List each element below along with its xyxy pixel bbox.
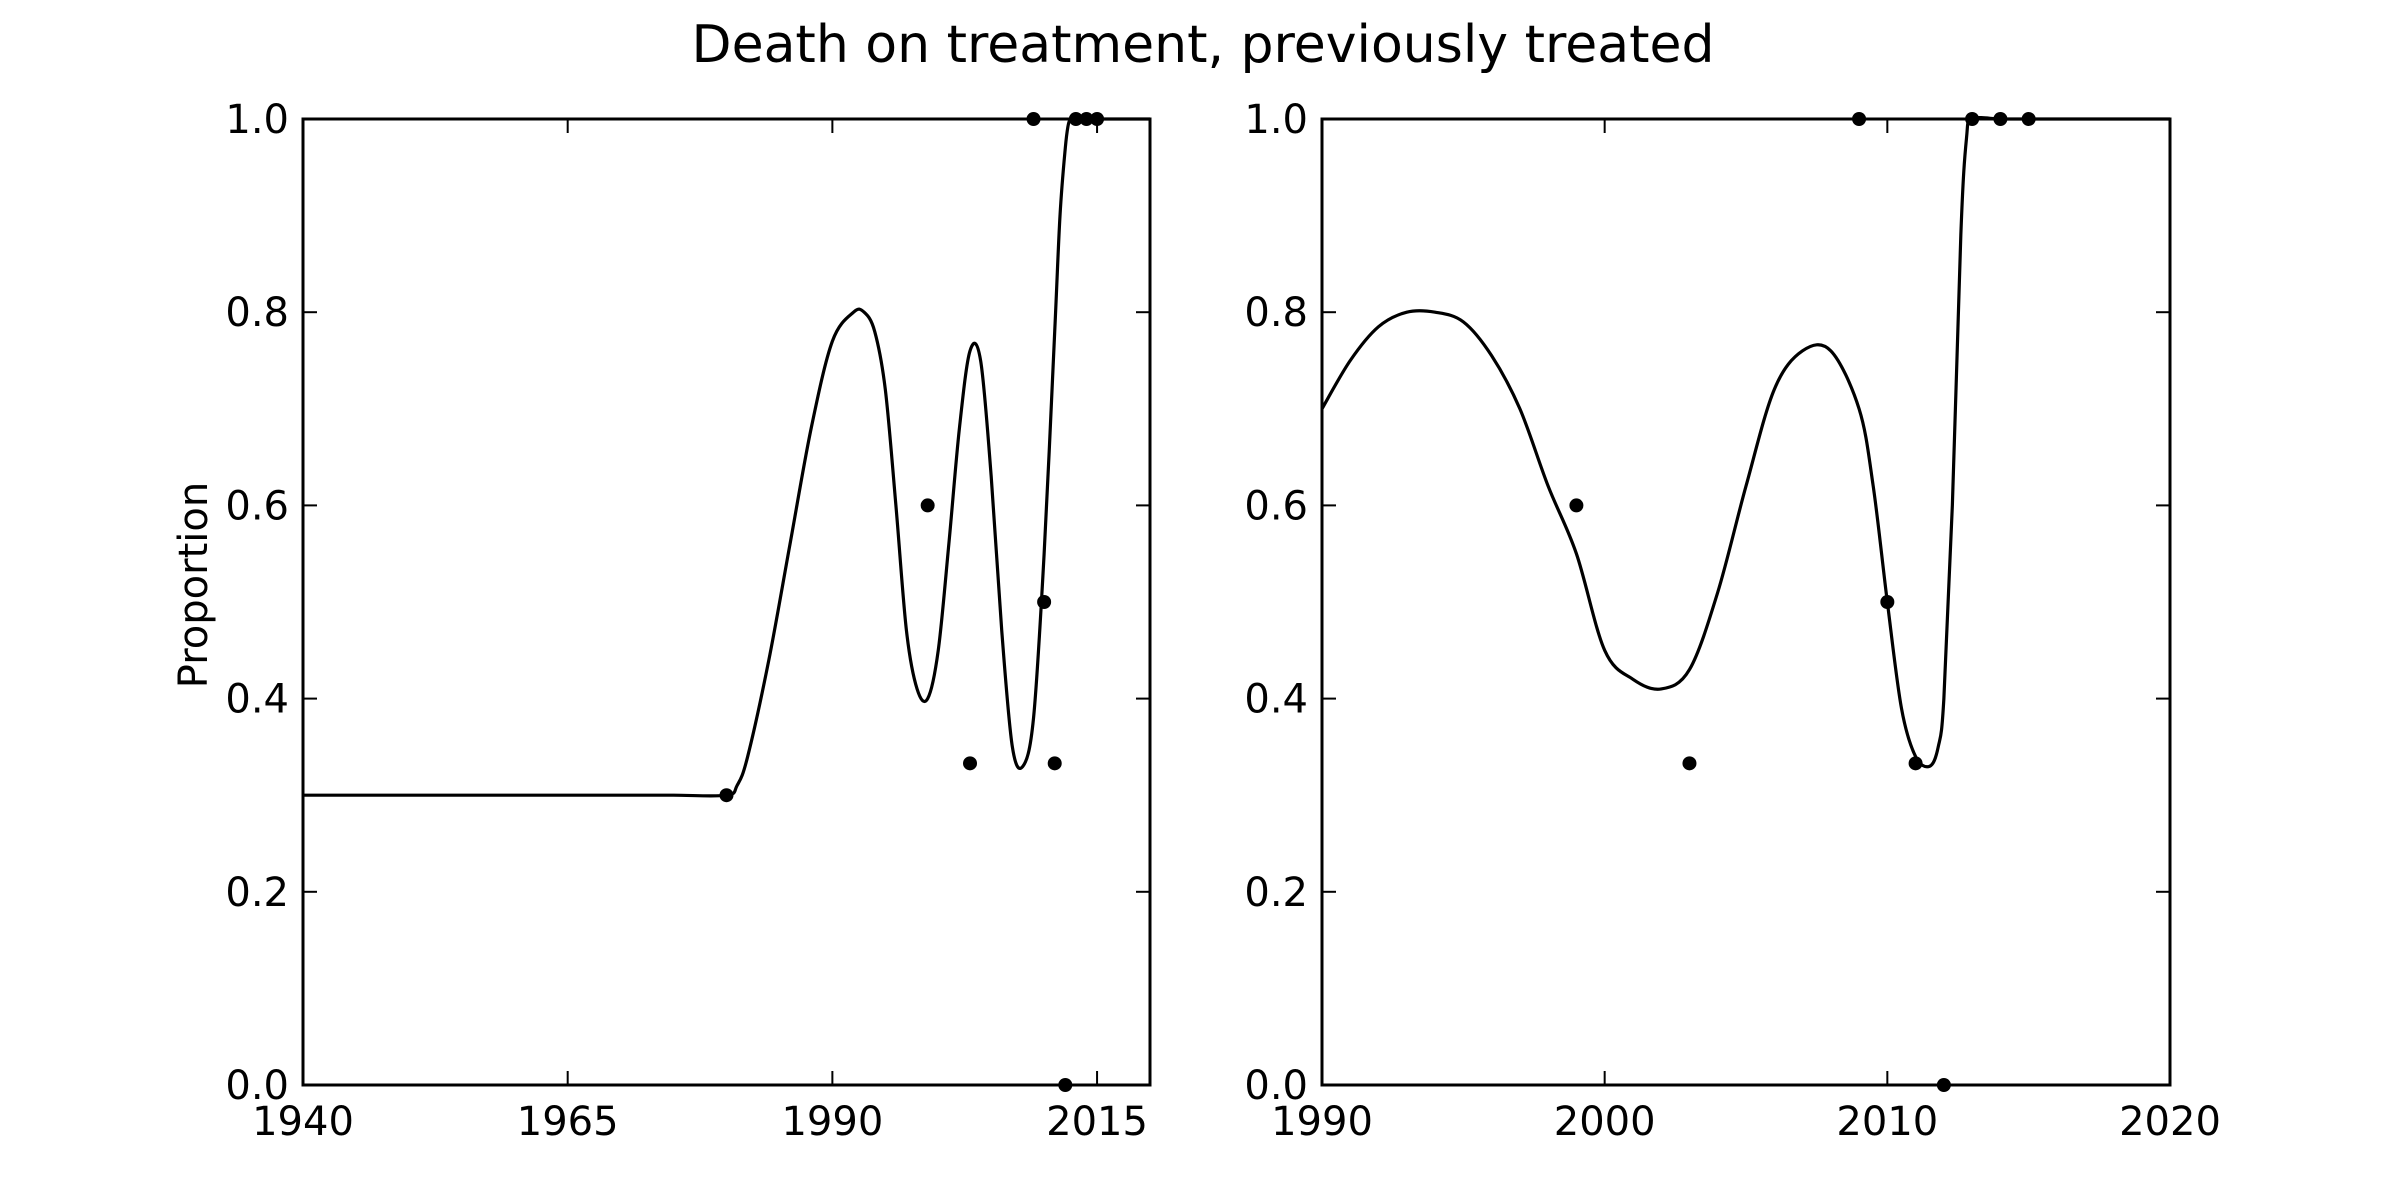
x-tick-label: 2020 — [2119, 1099, 2221, 1145]
data-point — [1993, 112, 2008, 126]
data-point — [1047, 756, 1062, 771]
fitted-curve — [303, 117, 1150, 798]
x-tick-label: 1965 — [517, 1099, 619, 1145]
data-point — [963, 756, 978, 771]
data-point — [1852, 112, 1867, 126]
plot-frame — [1320, 117, 2172, 1087]
y-tick-label: 0.6 — [1244, 483, 1308, 529]
y-tick-label: 0.2 — [1244, 870, 1308, 916]
plot-frame — [301, 117, 1152, 1087]
data-point — [1965, 112, 1980, 126]
y-tick-label: 0.0 — [225, 1063, 289, 1109]
x-tick-label: 2010 — [1836, 1099, 1938, 1145]
figure-title: Death on treatment, previously treated — [692, 15, 1715, 75]
y-tick-label: 0.4 — [1244, 677, 1308, 723]
data-point — [1026, 112, 1041, 126]
data-point — [1037, 595, 1052, 609]
y-tick-label: 0.6 — [225, 483, 289, 529]
data-point — [920, 498, 935, 513]
y-tick-label: 0.0 — [1244, 1063, 1308, 1109]
data-point — [1682, 756, 1697, 771]
data-point — [1079, 112, 1094, 126]
fitted-curve — [1322, 116, 2170, 769]
y-tick-label: 1.0 — [225, 97, 289, 143]
y-tick-label: 0.8 — [225, 290, 289, 336]
x-tick-label: 2000 — [1554, 1099, 1656, 1145]
left-panel: Proportion 1940 1965 1990 2015 0.0 0.2 0.4 0.6 0… — [171, 97, 1152, 1145]
data-point — [1068, 112, 1083, 126]
data-point — [719, 788, 734, 803]
x-tick-label: 1940 — [252, 1099, 354, 1145]
data-point — [2021, 112, 2036, 126]
data-point — [1908, 756, 1923, 771]
y-tick-label: 0.2 — [225, 870, 289, 916]
y-tick-label: 0.4 — [225, 677, 289, 723]
x-tick-label: 1990 — [1271, 1099, 1373, 1145]
y-tick-label: 1.0 — [1244, 97, 1308, 143]
data-point — [1936, 1078, 1951, 1092]
data-point — [1880, 595, 1895, 609]
data-point — [1090, 112, 1105, 126]
x-tick-label: 1990 — [781, 1099, 883, 1145]
data-point — [1569, 498, 1584, 513]
right-panel: 1990 2000 2010 2020 0.0 0.2 0.4 0.6 0.8 1.0 — [1244, 97, 2221, 1145]
y-axis-label: Proportion — [171, 482, 217, 688]
x-tick-label: 2015 — [1046, 1099, 1148, 1145]
data-point — [1058, 1078, 1073, 1092]
y-tick-label: 0.8 — [1244, 290, 1308, 336]
